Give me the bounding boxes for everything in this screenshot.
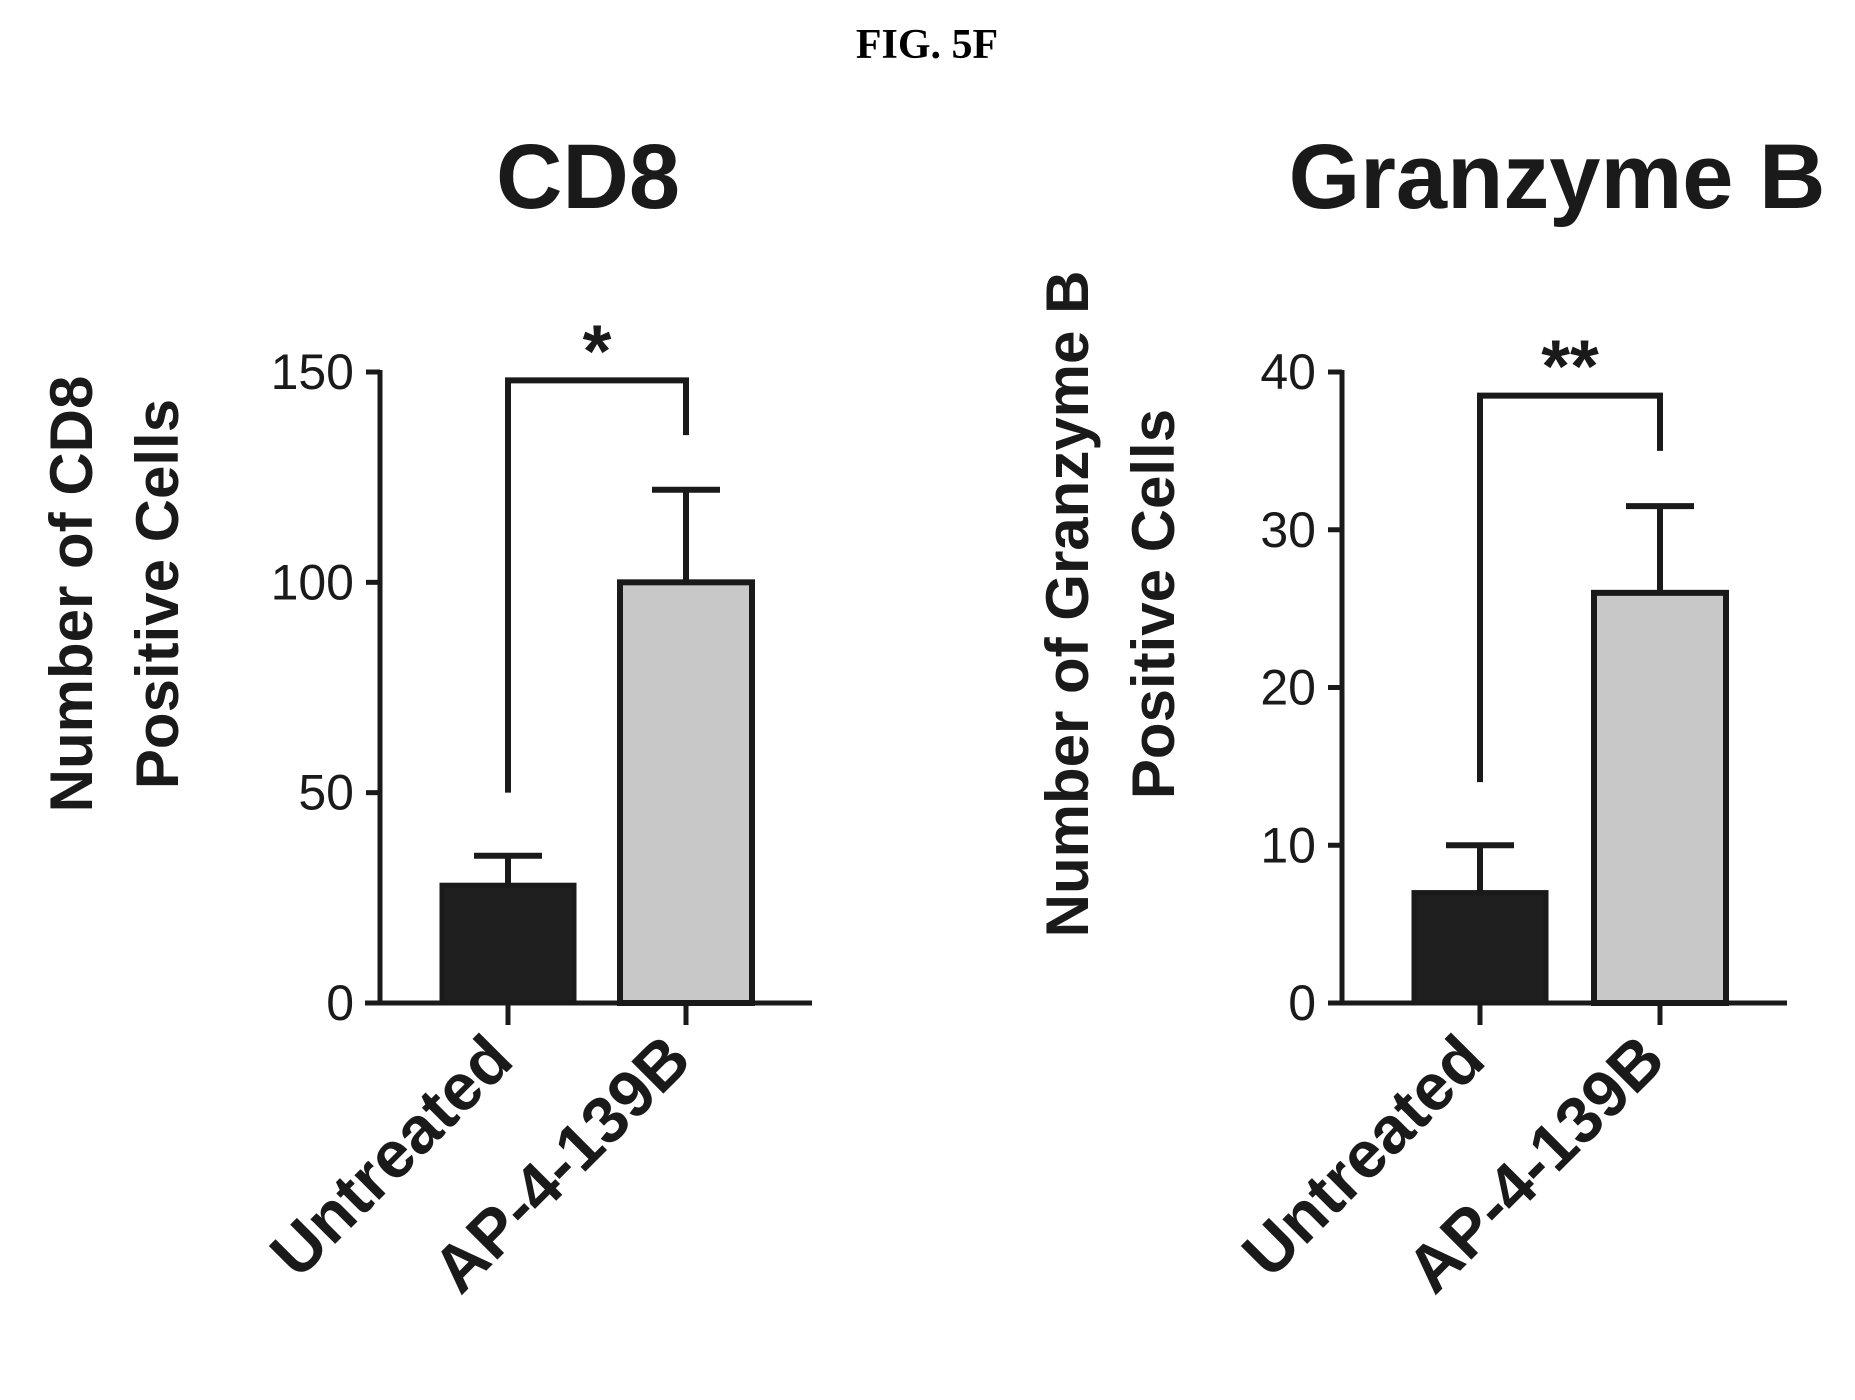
bar: [1591, 589, 1729, 1006]
granzyme-b-chart: Granzyme B Number of Granzyme B Positive…: [1034, 126, 1825, 1306]
y-tick-label: 30: [1260, 502, 1316, 558]
y-tick-label: 50: [298, 765, 354, 821]
cd8-chart: CD8 Number of CD8 Positive Cells 0 50 100 1…: [38, 126, 812, 1306]
y-tick-label: 40: [1260, 344, 1316, 400]
y-tick-label: 10: [1260, 817, 1316, 873]
y-axis-label-line-2: Positive Cells: [124, 399, 191, 789]
y-axis-label-line-2: Positive Cells: [1120, 409, 1187, 799]
bar: [1411, 890, 1549, 1006]
bar: [617, 579, 755, 1006]
y-tick-label: 0: [1288, 975, 1316, 1031]
chart-title: CD8: [496, 126, 680, 228]
bar: [439, 882, 577, 1006]
significance-bracket: [1477, 392, 1663, 783]
y-tick-label: 0: [326, 975, 354, 1031]
figure-label: FIG. 5F: [856, 22, 998, 68]
significance-label: **: [1541, 325, 1599, 408]
y-axis-label-line-1: Number of Granzyme B: [1034, 271, 1101, 938]
y-tick-label: 20: [1260, 660, 1316, 716]
significance-bracket: [505, 377, 689, 793]
y-tick-label: 100: [271, 554, 354, 610]
y-tick-label: 150: [271, 344, 354, 400]
chart-title: Granzyme B: [1289, 126, 1826, 228]
significance-label: *: [583, 309, 612, 392]
y-axis-label-line-1: Number of CD8: [38, 376, 105, 813]
